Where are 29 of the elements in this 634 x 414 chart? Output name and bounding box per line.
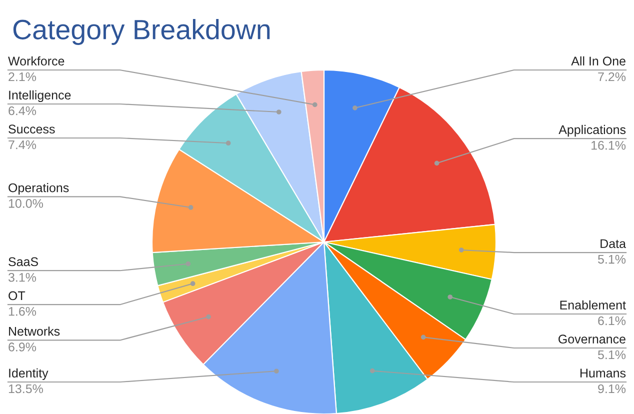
slice-label: SaaS — [8, 257, 38, 266]
slice-label: Identity — [9, 368, 48, 380]
slice-label: Governance — [558, 334, 626, 344]
slice-label: Humans — [580, 368, 626, 378]
slice-label: Operations — [8, 183, 69, 195]
slice-label: Intelligence — [9, 90, 71, 102]
data-label: 7.4% — [8, 140, 36, 150]
slice-label: Applications — [558, 124, 626, 137]
data-label: 1.6% — [8, 306, 36, 316]
data-label: 5.1% — [598, 350, 626, 360]
slice-label: Workforce — [8, 56, 64, 66]
data-label: 7.2% — [598, 72, 626, 82]
data-label: 6.1% — [598, 316, 626, 326]
data-label: 9.1% — [598, 384, 626, 394]
slice-label: Data — [600, 239, 626, 248]
data-label: 16.1% — [592, 140, 626, 150]
chart-title: Category Breakdown — [13, 19, 270, 45]
slice-label: All In One — [571, 56, 626, 66]
data-label: 6.9% — [8, 342, 36, 352]
slice-label: OT — [8, 291, 26, 300]
data-label: 6.4% — [8, 106, 36, 116]
slice-label: Networks — [9, 326, 60, 336]
data-label: 3.1% — [8, 272, 36, 282]
slice-label: Success — [8, 124, 55, 134]
data-label: 10.0% — [8, 199, 43, 208]
data-label: 2.1% — [8, 72, 36, 82]
data-label: 13.5% — [8, 384, 43, 394]
slice-label: Enablement — [560, 300, 626, 310]
data-label: 5.1% — [598, 254, 626, 264]
